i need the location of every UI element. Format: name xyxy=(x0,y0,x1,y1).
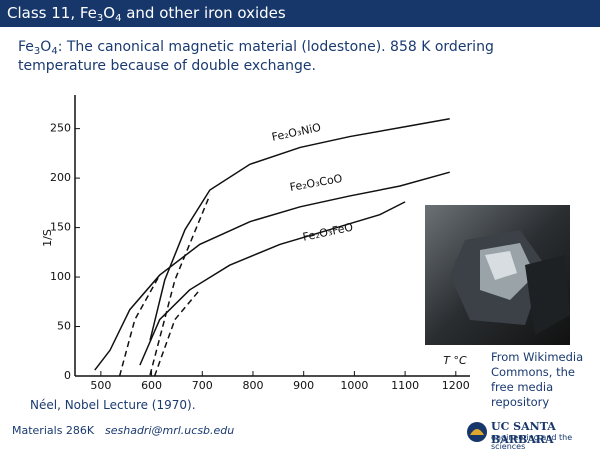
photo xyxy=(425,205,570,345)
title: Class 11, Fe xyxy=(7,4,97,22)
y-tick-label: 200 xyxy=(50,171,71,184)
x-tick-label: 800 xyxy=(242,379,263,392)
y-tick-label: 100 xyxy=(50,270,71,283)
logo-text: UC SANTA BARBARA xyxy=(491,420,556,446)
subtitle-text: 3 xyxy=(33,46,41,57)
chart-caption: Néel, Nobel Lecture (1970). xyxy=(30,398,196,412)
extrapolation-line xyxy=(153,289,201,377)
footer-course: Materials 286K xyxy=(12,424,95,437)
header: Class 11, Fe3O4 and other iron oxides xyxy=(0,0,600,27)
x-tick-label: 700 xyxy=(192,379,213,392)
subtitle-text: Fe xyxy=(18,39,34,55)
y-tick-label: 150 xyxy=(50,221,71,234)
title: 4 xyxy=(115,13,122,24)
y-axis-label: 1/S xyxy=(41,229,54,247)
photo-caption: From Wikimedia Commons, the free media r… xyxy=(491,350,584,409)
extrapolation-line xyxy=(149,194,211,376)
footer-email: seshadri@mrl.ucsb.edu xyxy=(105,424,235,437)
data-line xyxy=(94,171,450,371)
x-tick-label: 1100 xyxy=(391,379,419,392)
data-line xyxy=(139,201,406,366)
x-axis-label: T °C xyxy=(443,354,467,367)
y-tick-label: 0 xyxy=(64,369,71,382)
subtitle-text: 4 xyxy=(51,46,58,57)
subtitle: Fe3O4: The canonical magnetic material (… xyxy=(18,38,538,76)
title: and other iron oxides xyxy=(121,4,286,22)
title: 3 xyxy=(96,13,104,24)
x-tick-label: 1200 xyxy=(442,379,470,392)
title: O xyxy=(103,4,116,22)
series-label: Fe₂O₃FeO xyxy=(302,220,355,243)
logo-icon xyxy=(467,422,487,442)
x-tick-label: 900 xyxy=(293,379,314,392)
logo: UC SANTA BARBARA engineering and the sci… xyxy=(466,418,596,450)
series-label: Fe₂O₃CoO xyxy=(289,172,344,194)
subtitle-text: : The canonical magnetic material (lodes… xyxy=(18,39,494,74)
x-tick-label: 1000 xyxy=(340,379,368,392)
subtitle-text: O xyxy=(40,39,52,55)
logo-subtext: engineering and the sciences xyxy=(491,433,573,450)
y-tick-label: 50 xyxy=(57,320,71,333)
extrapolation-line xyxy=(118,274,161,377)
series-label: Fe₂O₃NiO xyxy=(271,121,323,144)
chart: 1/S T °C 0 50 100 150 200 250 500 600 700 800 900 1… xyxy=(41,95,470,392)
data-line xyxy=(149,118,450,341)
x-tick-label: 500 xyxy=(90,379,111,392)
y-tick-label: 250 xyxy=(50,122,71,135)
x-tick-label: 600 xyxy=(141,379,162,392)
